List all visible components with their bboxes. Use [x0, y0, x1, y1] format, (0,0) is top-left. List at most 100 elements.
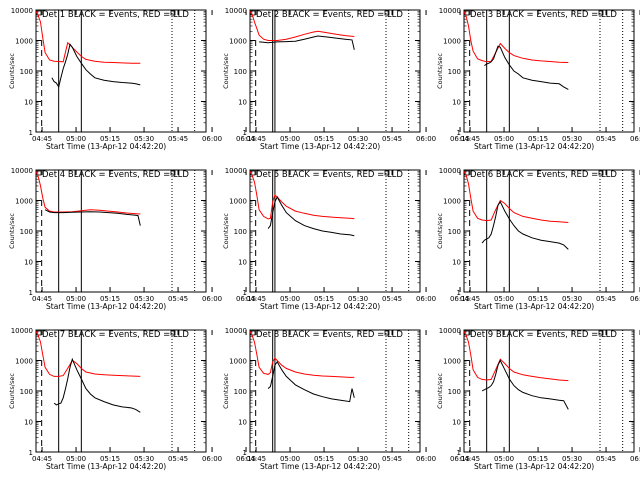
x-tick-label: 05:00 [494, 295, 514, 303]
x-tick-label: 06:15 [236, 295, 256, 303]
y-tick-label: 1 [29, 449, 33, 457]
y-tick-label: 10 [238, 259, 247, 267]
series-line-events [53, 357, 141, 413]
plot-frame [35, 169, 207, 293]
panel-title: Det 8 BLACK = Events, RED = LLD [256, 330, 403, 340]
y-tick-label: 10 [238, 419, 247, 427]
y-tick-label: 10000 [439, 167, 461, 175]
y-axis-label: Counts/sec [8, 373, 16, 409]
x-tick-label: 05:00 [66, 135, 86, 143]
x-tick-label: 06:00 [202, 295, 222, 303]
x-axis-label: Start Time (13-Apr-12 04:42:20) [474, 462, 594, 471]
x-tick-label: 05:45 [168, 295, 188, 303]
y-axis-label: Counts/sec [436, 213, 444, 249]
x-tick-label: 06:00 [416, 455, 436, 463]
y-tick-label: 10 [24, 99, 33, 107]
y-tick-label: 10 [24, 419, 33, 427]
panel-title: Det 9 BLACK = Events, RED = LLD [470, 330, 617, 340]
y-tick-label: 100 [234, 388, 247, 396]
x-axis-label: Start Time (13-Apr-12 04:42:20) [260, 142, 380, 151]
x-tick-label: 05:30 [134, 455, 154, 463]
y-tick-label: 100 [448, 228, 461, 236]
y-tick-label: 10 [452, 99, 461, 107]
plot-frame [463, 9, 635, 133]
x-tick-label: 05:45 [596, 455, 616, 463]
y-tick-label: 10000 [11, 7, 33, 15]
chart-panel-det-5: 1 10 100 1000 10000 04:45 05:00 05:15 05:30 05:45… [222, 167, 470, 311]
panel-title: Det 5 BLACK = Events, RED = LLD [256, 170, 403, 180]
x-tick-label: 05:15 [528, 455, 548, 463]
x-tick-label: 05:15 [100, 455, 120, 463]
x-tick-label: 05:45 [382, 295, 402, 303]
y-tick-label: 10000 [225, 167, 247, 175]
x-tick-label: 05:30 [562, 295, 582, 303]
series-line-lld [35, 331, 141, 377]
x-tick-label: 05:45 [168, 135, 188, 143]
x-tick-label: 05:30 [348, 295, 368, 303]
y-tick-label: 10000 [11, 327, 33, 335]
x-tick-label: 05:00 [280, 455, 300, 463]
plot-frame [35, 329, 207, 453]
y-axis-label: Counts/sec [222, 213, 230, 249]
y-tick-label: 1000 [229, 198, 247, 206]
plot-frame [463, 329, 635, 453]
x-tick-label: 05:15 [314, 295, 334, 303]
x-axis-label: Start Time (13-Apr-12 04:42:20) [474, 142, 594, 151]
x-tick-label: 04:45 [32, 295, 52, 303]
y-tick-label: 10000 [225, 327, 247, 335]
plot-frame [249, 9, 421, 133]
top-box-right [598, 330, 604, 336]
y-tick-label: 1000 [15, 358, 33, 366]
y-tick-label: 10 [24, 259, 33, 267]
x-axis-label: Start Time (13-Apr-12 04:42:20) [260, 462, 380, 471]
y-tick-label: 1 [243, 449, 247, 457]
y-tick-label: 1 [457, 289, 461, 297]
panel-title: Det 2 BLACK = Events, RED = LLD [256, 10, 403, 20]
x-tick-label: 06:00 [202, 135, 222, 143]
chart-panel-det-6: 1 10 100 1000 10000 04:45 05:00 05:15 05:30 05:45… [436, 167, 640, 311]
x-tick-label: 06:00 [630, 295, 640, 303]
y-tick-label: 10 [452, 259, 461, 267]
x-tick-label: 04:45 [246, 135, 266, 143]
top-box-right [170, 10, 176, 16]
y-axis-label: Counts/sec [8, 53, 16, 89]
x-tick-label: 05:15 [314, 455, 334, 463]
y-tick-label: 1000 [443, 198, 461, 206]
x-tick-label: 06:15 [450, 135, 470, 143]
y-tick-label: 100 [448, 68, 461, 76]
series-line-lld [463, 11, 569, 63]
x-tick-label: 05:45 [596, 135, 616, 143]
chart-panel-det-3: 1 10 100 1000 10000 04:45 05:00 05:15 05:30 05:45… [436, 7, 640, 151]
y-tick-label: 100 [448, 388, 461, 396]
y-axis-label: Counts/sec [436, 373, 444, 409]
x-tick-label: 04:45 [460, 135, 480, 143]
x-tick-label: 06:00 [630, 135, 640, 143]
chart-panel-det-7: 1 10 100 1000 10000 04:45 05:00 05:15 05:30 05:45… [8, 327, 256, 471]
y-tick-label: 10 [238, 99, 247, 107]
series-line-events [481, 359, 569, 410]
series-line-events [267, 360, 355, 403]
x-tick-label: 04:45 [32, 455, 52, 463]
y-tick-label: 10000 [439, 327, 461, 335]
series-line-events [51, 43, 141, 89]
top-box-right [384, 10, 390, 16]
series-line-events [481, 200, 569, 250]
panel-title: Det 7 BLACK = Events, RED = LLD [42, 330, 189, 340]
x-tick-label: 06:00 [416, 135, 436, 143]
top-box-right [170, 330, 176, 336]
top-box-right [598, 170, 604, 176]
chart-panel-det-9: 1 10 100 1000 10000 04:45 05:00 05:15 05:30 05:45… [436, 327, 640, 471]
y-tick-label: 1000 [15, 38, 33, 46]
panel-title: Det 3 BLACK = Events, RED = LLD [470, 10, 617, 20]
x-axis-label: Start Time (13-Apr-12 04:42:20) [46, 302, 166, 311]
y-tick-label: 1 [457, 129, 461, 137]
y-tick-label: 1 [457, 449, 461, 457]
chart-panel-det-1: 1 10 100 1000 10000 04:45 05:00 05:15 05:30 05:45… [8, 7, 256, 151]
x-tick-label: 06:00 [630, 455, 640, 463]
series-line-events [44, 209, 141, 226]
series-line-lld [249, 331, 355, 378]
x-tick-label: 06:00 [202, 455, 222, 463]
x-tick-label: 05:15 [528, 135, 548, 143]
x-tick-label: 04:45 [246, 295, 266, 303]
x-tick-label: 06:15 [236, 135, 256, 143]
